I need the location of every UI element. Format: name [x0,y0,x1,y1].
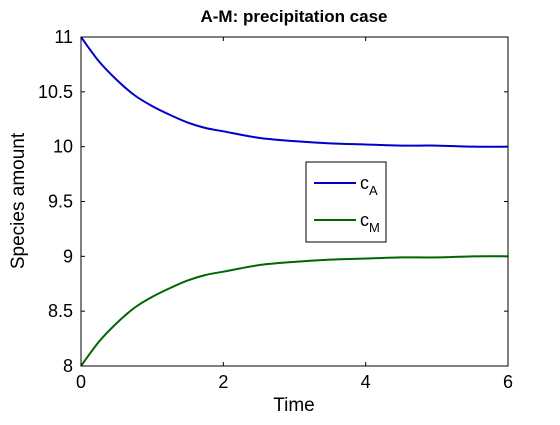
legend-label-ca: cA [360,173,378,198]
x-axis-label: Time [273,395,315,416]
plot-frame [80,36,509,367]
x-tick-label: 6 [503,372,513,392]
legend: cA cM [305,161,387,243]
y-tick-label: 10.5 [38,82,73,102]
y-tick-label: 10 [53,137,73,157]
y-tick-label: 11 [54,27,73,47]
chart-title: A-M: precipitation case [200,7,387,26]
y-tick-label: 8 [63,356,73,376]
x-tick-label: 0 [76,372,86,392]
legend-box [305,161,387,243]
x-tick-label: 4 [361,372,371,392]
y-tick-label: 8.5 [48,301,73,321]
plot-area [81,37,508,366]
legend-label-cm: cM [360,210,380,235]
y-axis-label: Species amount [8,132,29,269]
series-lines [80,36,509,367]
series-line-cm [80,255,509,367]
y-tick-label: 9.5 [48,192,73,212]
x-tick-label: 2 [218,372,228,392]
y-tick-label: 9 [63,246,73,266]
series-line-ca [80,36,509,148]
